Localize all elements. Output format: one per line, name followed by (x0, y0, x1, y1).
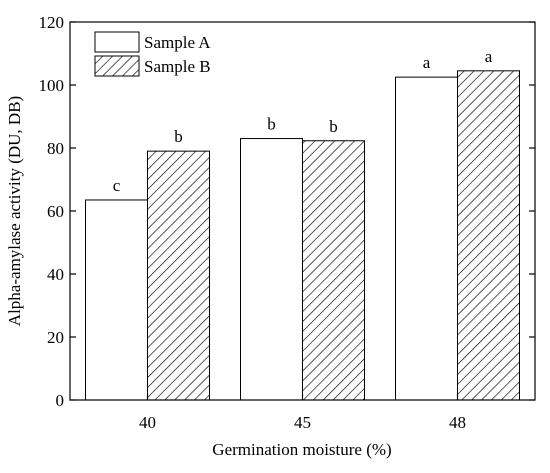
significance-label: b (329, 117, 338, 136)
bar-sample-b (148, 151, 210, 400)
y-tick-label: 0 (56, 391, 65, 410)
y-tick-label: 60 (47, 202, 64, 221)
y-tick-label: 40 (47, 265, 64, 284)
legend-swatch-sample-b (95, 56, 139, 76)
legend: Sample A Sample B (95, 32, 211, 76)
significance-label: b (174, 127, 183, 146)
x-tick-label: 45 (294, 413, 311, 432)
bar-sample-b (458, 71, 520, 400)
significance-label: c (113, 176, 121, 195)
significance-label: a (485, 47, 493, 66)
x-axis-title: Germination moisture (%) (212, 440, 391, 459)
significance-label: a (423, 53, 431, 72)
bar-sample-a (396, 77, 458, 400)
y-tick-label: 80 (47, 139, 64, 158)
bar-sample-a (241, 139, 303, 400)
x-tick-label: 48 (449, 413, 466, 432)
y-tick-label: 20 (47, 328, 64, 347)
y-tick-label: 100 (39, 76, 65, 95)
x-tick-label: 40 (139, 413, 156, 432)
bars-layer (86, 71, 520, 400)
legend-label-sample-b: Sample B (144, 57, 211, 76)
y-tick-label: 120 (39, 13, 65, 32)
legend-swatch-sample-a (95, 32, 139, 52)
significance-label: b (267, 115, 276, 134)
y-axis-title: Alpha-amylase activity (DU, DB) (5, 96, 24, 326)
bar-sample-a (86, 200, 148, 400)
bar-sample-b (303, 141, 365, 400)
legend-label-sample-a: Sample A (144, 33, 211, 52)
